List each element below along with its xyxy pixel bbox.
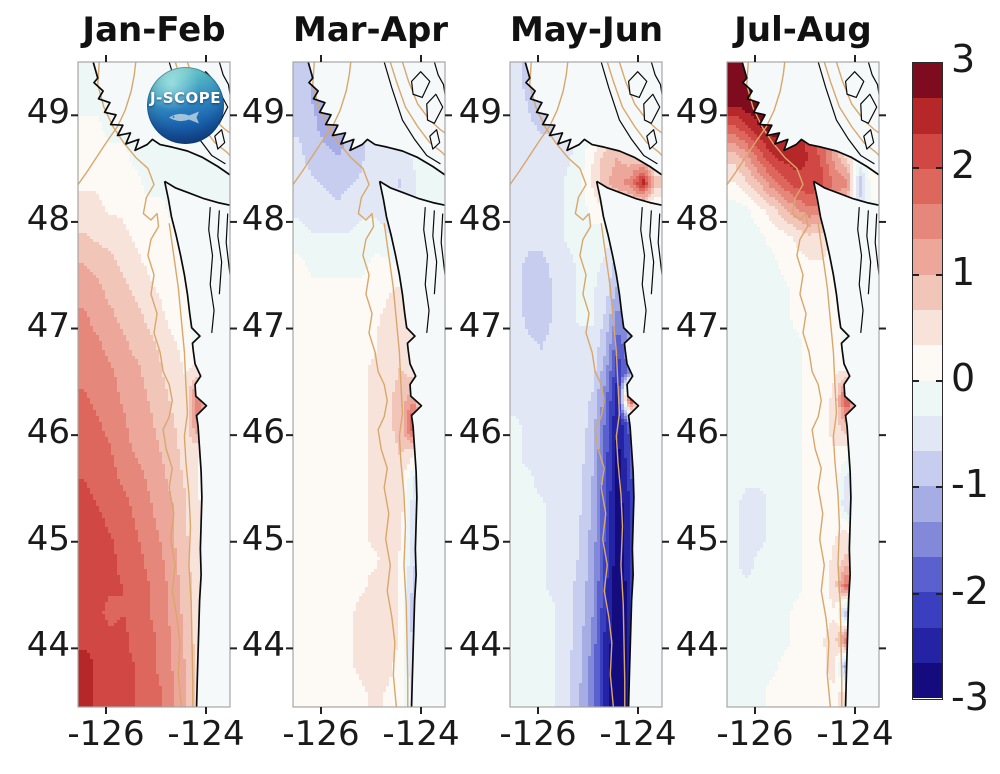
lon-tick-label: -126 — [67, 714, 145, 754]
lon-tick-label: -124 — [599, 714, 677, 754]
lat-tick-label: 45 — [458, 518, 502, 559]
colorbar-band — [913, 204, 942, 240]
colorbar-tick — [912, 273, 919, 276]
colorbar-tick — [912, 486, 919, 489]
panel-title-jul-aug: Jul-Aug — [734, 10, 872, 50]
lat-tick-label: 44 — [241, 625, 285, 666]
jscope-logo-text: J-SCOPE — [149, 88, 222, 107]
colorbar-band — [913, 98, 942, 134]
colorbar-band — [913, 556, 942, 593]
colorbar-tick — [912, 380, 919, 382]
colorbar-tick-label: 3 — [951, 37, 976, 81]
panel-title-mar-apr: Mar-Apr — [293, 10, 449, 50]
colorbar-tick-label: -2 — [951, 568, 989, 613]
colorbar-band — [913, 486, 942, 522]
lat-tick-label: 45 — [675, 518, 719, 559]
colorbar-tick — [936, 592, 943, 595]
lon-tick-label: -124 — [816, 714, 894, 754]
lat-tick-label: 49 — [241, 92, 285, 133]
lon-tick-label: -126 — [282, 714, 360, 754]
lon-tick-label: -124 — [167, 714, 245, 754]
lat-tick-label: 46 — [675, 412, 719, 453]
lat-tick-label: 47 — [26, 305, 70, 346]
lat-tick-label: 44 — [458, 625, 502, 666]
fish-icon — [168, 111, 199, 123]
lat-tick-label: 47 — [458, 305, 502, 346]
map-panel-mar-apr — [283, 52, 455, 717]
colorbar-band — [913, 133, 942, 169]
lat-tick-label: 44 — [675, 625, 719, 666]
colorbar-tick-label: 1 — [951, 249, 976, 294]
colorbar-tick — [912, 592, 919, 595]
lat-tick-label: 47 — [241, 305, 285, 346]
colorbar-band — [913, 415, 942, 452]
colorbar-band — [913, 274, 942, 310]
colorbar-band — [913, 662, 942, 699]
map-panel-jul-aug — [717, 52, 889, 717]
colorbar-tick-label: 2 — [951, 143, 976, 188]
lat-tick-label: 46 — [26, 412, 70, 453]
colorbar-band — [913, 592, 942, 628]
colorbar-band — [913, 168, 942, 205]
colorbar-tick — [936, 380, 943, 382]
jscope-logo: J-SCOPE — [147, 67, 224, 144]
colorbar-band — [913, 239, 942, 275]
colorbar-tick — [936, 273, 943, 276]
colorbar-band — [913, 345, 942, 381]
lat-tick-label: 45 — [26, 518, 70, 559]
lon-tick-label: -126 — [716, 714, 794, 754]
lat-tick-label: 44 — [26, 625, 70, 666]
lat-tick-label: 46 — [458, 412, 502, 453]
colorbar-tick — [936, 486, 943, 489]
colorbar-tick — [936, 167, 943, 170]
panel-title-jan-feb: Jan-Feb — [82, 10, 226, 50]
lon-tick-label: -126 — [499, 714, 577, 754]
colorbar-band — [913, 309, 942, 346]
lat-tick-label: 49 — [458, 92, 502, 133]
panel-title-may-jun: May-Jun — [510, 10, 664, 50]
lat-tick-label: 48 — [26, 198, 70, 239]
lat-tick-label: 48 — [458, 198, 502, 239]
lat-tick-label: 48 — [241, 198, 285, 239]
lat-tick-label: 46 — [241, 412, 285, 453]
lat-tick-label: 45 — [241, 518, 285, 559]
colorbar-tick-label: -3 — [951, 675, 989, 719]
colorbar-band — [913, 451, 942, 487]
lat-tick-label: 47 — [675, 305, 719, 346]
lat-tick-label: 49 — [26, 92, 70, 133]
map-panel-jan-feb — [68, 52, 240, 717]
lon-tick-label: -124 — [382, 714, 460, 754]
colorbar-band — [913, 380, 942, 416]
colorbar-band — [913, 521, 942, 557]
colorbar-tick-label: -1 — [951, 462, 989, 507]
colorbar-band — [913, 627, 942, 663]
colorbar-tick-label: 0 — [951, 356, 976, 400]
lat-tick-label: 48 — [675, 198, 719, 239]
colorbar-tick — [912, 167, 919, 170]
map-panel-may-jun — [500, 52, 672, 717]
colorbar-band — [913, 63, 942, 99]
lat-tick-label: 49 — [675, 92, 719, 133]
